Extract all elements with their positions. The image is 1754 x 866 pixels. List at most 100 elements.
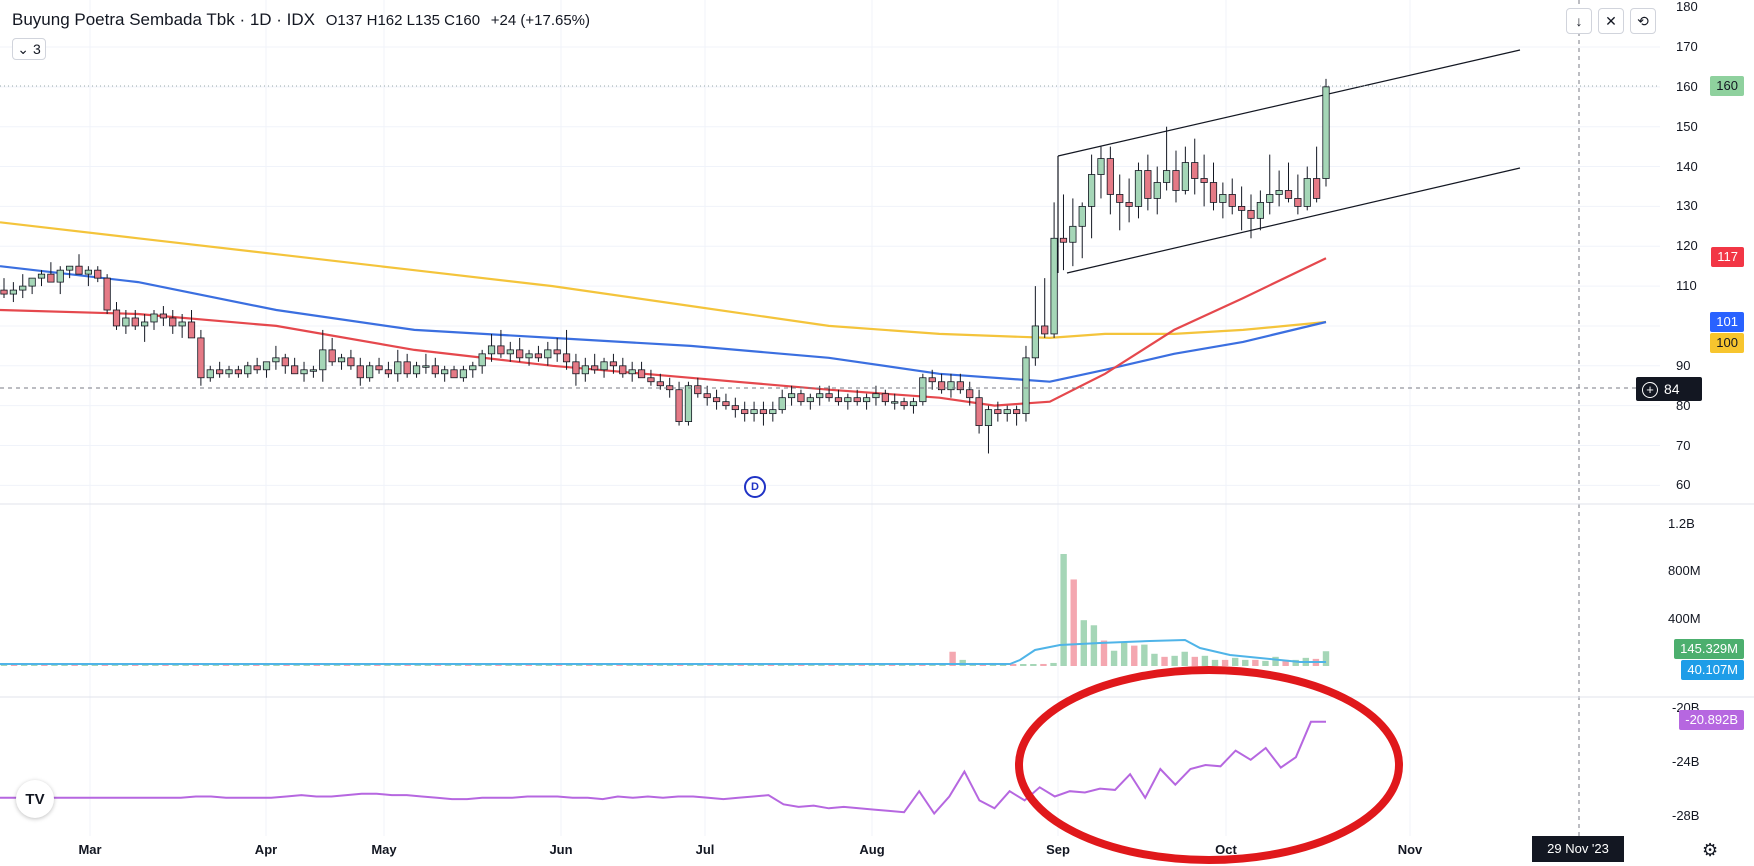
time-tick-may: May (371, 842, 397, 857)
volume-bar (1141, 644, 1148, 666)
scroll-down-button[interactable]: ↓ (1566, 8, 1592, 34)
fullscreen-button[interactable]: ⟲ (1630, 8, 1656, 34)
candle (1294, 174, 1302, 215)
volume-bar (1272, 656, 1279, 666)
candle-body (272, 357, 280, 363)
candle-body (534, 353, 543, 359)
candle (75, 254, 83, 275)
candle (103, 274, 111, 314)
indicators-toggle[interactable]: ⌄ 3 (12, 38, 46, 60)
dividend-event-marker[interactable]: D (744, 476, 766, 498)
candle (1059, 194, 1068, 271)
price-tick: 160 (1676, 78, 1698, 94)
candle (1069, 198, 1077, 267)
candle (1238, 186, 1246, 231)
volume-bar (1009, 663, 1017, 666)
candle (647, 369, 655, 386)
candle-body (112, 309, 121, 327)
candle (975, 389, 983, 434)
candle-body (1134, 170, 1143, 207)
candle (675, 381, 683, 426)
candle (956, 373, 964, 394)
candle-body (731, 405, 739, 411)
cursor-price-label[interactable]: +84 (1636, 377, 1702, 401)
candle-body (459, 369, 468, 379)
candle (609, 353, 618, 374)
candle-body (853, 397, 861, 403)
candle (1181, 146, 1189, 195)
candle-body (1012, 409, 1021, 415)
price-change: +24 (+17.65%) (490, 12, 591, 29)
candle-body (787, 393, 796, 399)
ma_yellow-line (0, 221, 1327, 340)
candle (1275, 170, 1283, 207)
volume-tick: 400M (1668, 611, 1701, 626)
indicator-tick: -24B (1672, 754, 1700, 769)
candle-body (1266, 194, 1274, 203)
candle-body (75, 265, 83, 275)
candle (169, 310, 177, 334)
candle-body (600, 361, 608, 371)
candle (1200, 154, 1208, 207)
symbol-title[interactable]: Buyung Poetra Sembada Tbk · 1D · IDX (12, 10, 316, 29)
candle-body (1209, 182, 1218, 203)
candle-body (403, 361, 411, 375)
candle (234, 365, 242, 378)
candle-body (319, 349, 327, 371)
gear-icon[interactable]: ⚙ (1702, 840, 1719, 860)
candle-body (656, 381, 664, 387)
volume-bar (1090, 625, 1098, 666)
candle (291, 357, 299, 375)
candle (1153, 166, 1161, 215)
candle-body (469, 365, 477, 371)
plus-icon[interactable]: + (1642, 382, 1658, 399)
price-tick: 110 (1676, 278, 1697, 294)
indicator-label: -20.892B (1679, 710, 1744, 730)
candle (262, 361, 271, 378)
candle-body (337, 357, 346, 363)
candle-body (366, 365, 374, 379)
candle-body (187, 321, 196, 339)
candle (534, 345, 543, 362)
candle-body (281, 357, 289, 367)
price-channel (1057, 49, 1521, 274)
candle-body (300, 369, 308, 375)
ma-blue-label: 101 (1710, 312, 1744, 332)
candle-body (1238, 205, 1246, 211)
candle-body (347, 357, 355, 367)
collapse-button[interactable]: ✕ (1598, 8, 1624, 34)
volume-bar (1050, 662, 1057, 666)
volume-bar (1161, 656, 1168, 666)
candle (984, 405, 993, 454)
candle-body (572, 361, 580, 375)
candle (966, 381, 974, 406)
candle-body (441, 369, 449, 375)
time-tick-oct: Oct (1215, 842, 1237, 857)
candle (1012, 405, 1021, 426)
candle (1322, 78, 1330, 187)
candle-body (37, 273, 46, 279)
candle-body (1041, 325, 1049, 335)
candle-body (947, 381, 955, 391)
candle (1163, 126, 1171, 191)
indicators-count: 3 (32, 41, 41, 57)
candle-body (122, 317, 130, 327)
candle-body (253, 365, 261, 371)
candle-body (834, 397, 843, 403)
ohlc-values: O137 H162 L135 C160 (325, 12, 481, 29)
candle-body (131, 317, 139, 327)
candle (478, 349, 486, 374)
candle (1172, 150, 1180, 203)
candle (1144, 154, 1152, 211)
candle (600, 357, 608, 378)
candle-body (591, 365, 599, 371)
candle (703, 385, 711, 406)
candle-body (497, 345, 505, 355)
candle (947, 373, 955, 398)
candle (506, 341, 514, 362)
candle-body (628, 369, 636, 375)
tradingview-logo[interactable]: TV (16, 780, 54, 818)
candle-body (1097, 158, 1105, 175)
candle-body (1116, 194, 1124, 203)
